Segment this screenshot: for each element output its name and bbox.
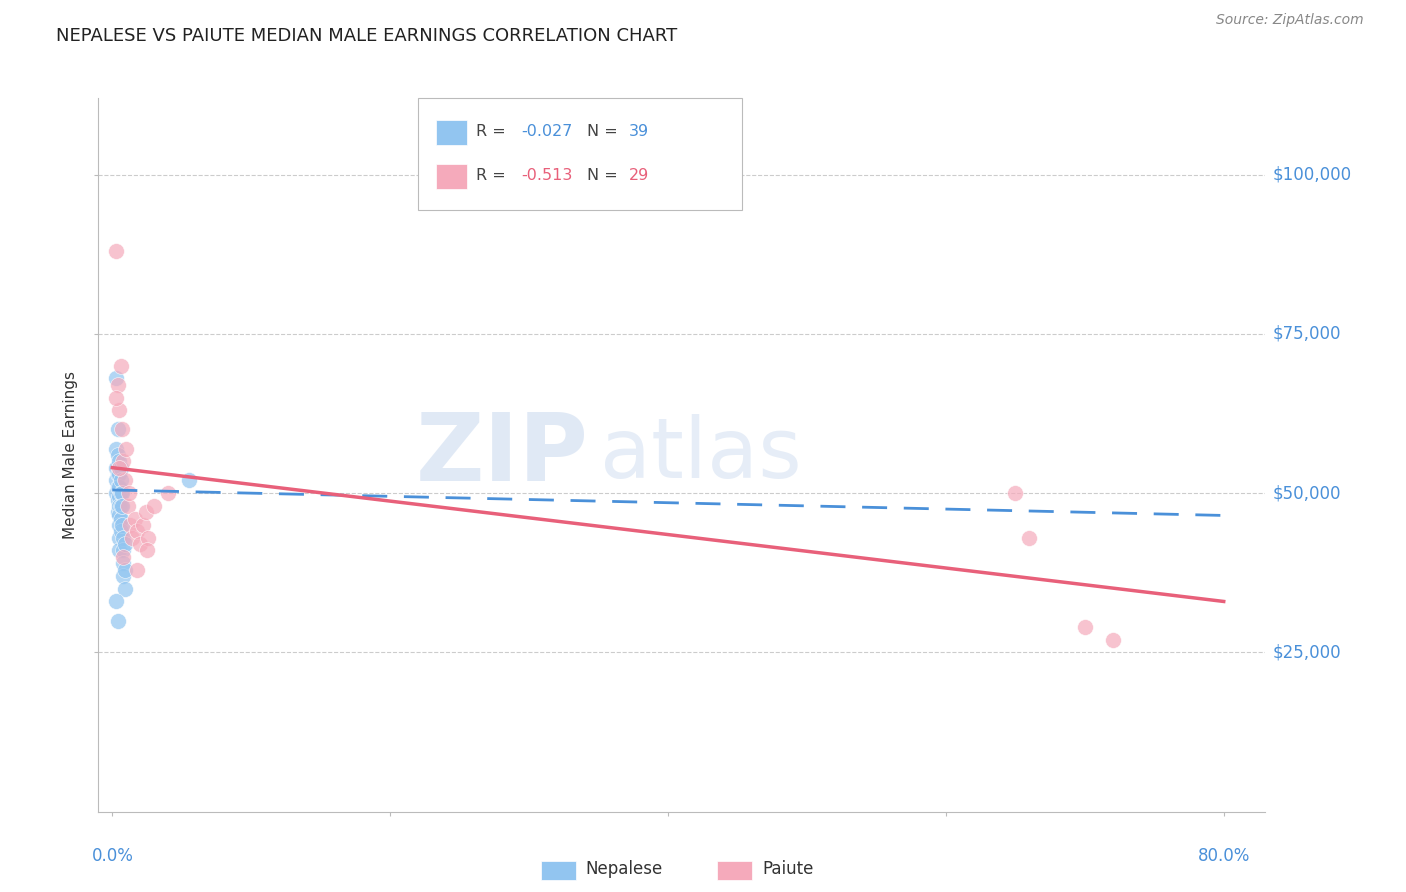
Point <box>108 454 131 468</box>
Text: ZIP: ZIP <box>416 409 589 501</box>
Point <box>111 422 134 436</box>
Point <box>112 543 135 558</box>
Point <box>110 499 132 513</box>
Point <box>1101 632 1123 647</box>
Point <box>177 474 200 488</box>
Point <box>111 518 134 533</box>
Text: Source: ZipAtlas.com: Source: ZipAtlas.com <box>1216 13 1364 28</box>
Point <box>1004 486 1026 500</box>
Point <box>136 543 159 558</box>
Point <box>135 505 157 519</box>
Point <box>1018 531 1040 545</box>
Text: 29: 29 <box>628 169 650 183</box>
Point <box>108 480 131 494</box>
Point <box>110 460 132 475</box>
Point <box>108 543 131 558</box>
Point <box>114 474 136 488</box>
Point <box>108 499 131 513</box>
Point <box>107 448 129 462</box>
Text: $75,000: $75,000 <box>1272 325 1341 343</box>
Point <box>112 454 135 468</box>
Point <box>112 556 135 570</box>
Point <box>114 563 136 577</box>
Point <box>127 563 149 577</box>
Point <box>108 467 131 481</box>
Point <box>114 582 136 596</box>
Point <box>117 499 139 513</box>
Text: $25,000: $25,000 <box>1272 643 1341 662</box>
Text: N =: N = <box>586 169 623 183</box>
Point <box>121 531 143 545</box>
Point <box>105 594 128 608</box>
Point <box>108 508 131 523</box>
Point <box>110 486 132 500</box>
Text: 80.0%: 80.0% <box>1198 847 1250 865</box>
Point <box>107 480 129 494</box>
Point <box>108 531 131 545</box>
Point <box>129 537 152 551</box>
Point <box>108 489 131 503</box>
Point <box>107 492 129 507</box>
Y-axis label: Median Male Earnings: Median Male Earnings <box>63 371 79 539</box>
Text: N =: N = <box>586 124 623 138</box>
Text: 39: 39 <box>628 124 650 138</box>
Point <box>107 467 129 481</box>
Point <box>107 505 129 519</box>
Point <box>127 524 149 539</box>
Point <box>115 442 138 456</box>
Point <box>108 518 131 533</box>
Text: Nepalese: Nepalese <box>585 860 662 878</box>
Text: R =: R = <box>475 124 510 138</box>
Text: -0.513: -0.513 <box>520 169 572 183</box>
Text: $100,000: $100,000 <box>1272 166 1351 184</box>
Point <box>110 524 132 539</box>
Text: atlas: atlas <box>600 415 801 495</box>
Point <box>112 549 135 564</box>
Point <box>124 511 146 525</box>
Point <box>105 391 128 405</box>
Point <box>111 486 134 500</box>
Point <box>105 474 128 488</box>
Point <box>110 511 132 525</box>
Point <box>105 371 128 385</box>
Point <box>114 537 136 551</box>
Point <box>112 531 135 545</box>
Text: -0.027: -0.027 <box>520 124 572 138</box>
Point <box>120 518 142 533</box>
Point <box>132 518 155 533</box>
Point <box>118 486 141 500</box>
Point <box>105 486 128 500</box>
Point <box>110 359 132 373</box>
Point <box>105 460 128 475</box>
Point <box>107 422 129 436</box>
Point <box>108 403 131 417</box>
Point <box>108 460 131 475</box>
Point <box>138 531 160 545</box>
Point <box>107 377 129 392</box>
Text: 0.0%: 0.0% <box>91 847 134 865</box>
Point <box>156 486 179 500</box>
Point <box>107 614 129 628</box>
Text: R =: R = <box>475 169 510 183</box>
Point <box>112 569 135 583</box>
Point <box>105 244 128 258</box>
Text: NEPALESE VS PAIUTE MEDIAN MALE EARNINGS CORRELATION CHART: NEPALESE VS PAIUTE MEDIAN MALE EARNINGS … <box>56 27 678 45</box>
Point <box>110 474 132 488</box>
Point <box>1074 620 1097 634</box>
Text: $50,000: $50,000 <box>1272 484 1341 502</box>
Point <box>111 499 134 513</box>
Point <box>143 499 166 513</box>
Point <box>105 442 128 456</box>
Text: Paiute: Paiute <box>762 860 814 878</box>
